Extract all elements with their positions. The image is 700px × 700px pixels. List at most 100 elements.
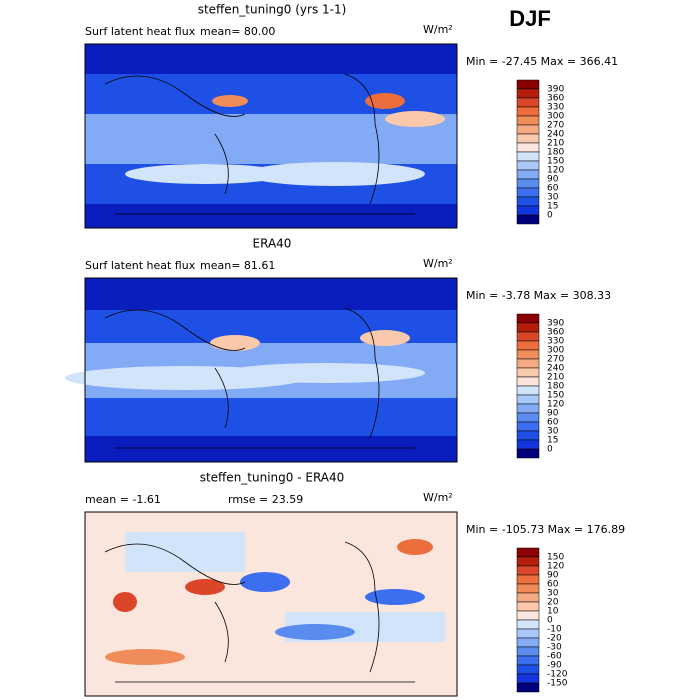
colorbar-box: [516, 664, 540, 675]
colorbar-label: 60: [547, 184, 559, 194]
colorbar-label: -60: [547, 652, 562, 662]
map-frame: [84, 511, 458, 697]
colorbar-box: [516, 340, 540, 351]
colorbar-box: [516, 601, 540, 612]
map-field: [85, 204, 457, 228]
colorbar-label: -150: [547, 679, 568, 689]
left-text: mean = -1.61: [85, 493, 161, 506]
panel-title: steffen_tuning0 (yrs 1-1): [198, 3, 347, 17]
coastline: [104, 307, 415, 449]
map-feature: [365, 589, 425, 605]
colorbar-label: 90: [547, 409, 559, 419]
colorbar-box: [516, 556, 540, 567]
colorbar-label: 240: [547, 364, 564, 374]
colorbar-label: 390: [547, 85, 564, 95]
colorbar-box: [516, 151, 540, 162]
colorbar-label: -30: [547, 643, 562, 653]
colorbar-label: 390: [547, 319, 564, 329]
colorbar-label: -90: [547, 661, 562, 671]
colorbar-label: 0: [547, 616, 553, 626]
colorbar-label: 150: [547, 157, 564, 167]
units: W/m²: [423, 491, 453, 504]
colorbar-box: [516, 637, 540, 648]
colorbar-box: [516, 97, 540, 108]
map-feature: [212, 95, 248, 107]
colorbar-label: 150: [547, 553, 564, 563]
colorbar-box: [516, 610, 540, 621]
colorbar-label: 240: [547, 130, 564, 140]
colorbar-box: [516, 160, 540, 171]
colorbar-label: -120: [547, 670, 568, 680]
colorbar-label: 150: [547, 391, 564, 401]
map-field: [125, 532, 245, 572]
coastline: [104, 73, 415, 215]
colorbar-box: [516, 655, 540, 666]
colorbar-box: [516, 331, 540, 342]
colorbar-box: [516, 124, 540, 135]
map-feature: [397, 539, 433, 555]
colorbar-box: [516, 196, 540, 207]
colorbar-label: 180: [547, 148, 564, 158]
min-max: Min = -105.73 Max = 176.89: [466, 523, 625, 536]
colorbar-label: 120: [547, 562, 564, 572]
colorbar-label: 10: [547, 607, 559, 617]
colorbar-label: 270: [547, 121, 564, 131]
colorbar-label: 300: [547, 346, 564, 356]
colorbar-box: [516, 214, 540, 225]
map-feature: [225, 363, 425, 383]
colorbar-label: 120: [547, 400, 564, 410]
colorbar-box: [516, 403, 540, 414]
colorbar-box: [516, 673, 540, 684]
colorbar-box: [516, 412, 540, 423]
units: W/m²: [423, 257, 453, 270]
colorbar-box: [516, 358, 540, 369]
colorbar-box: [516, 394, 540, 405]
colorbar-box: [516, 646, 540, 657]
map-feature: [125, 164, 285, 184]
min-max: Min = -3.78 Max = 308.33: [466, 289, 611, 302]
colorbar-box: [516, 547, 540, 558]
colorbar-box: [516, 619, 540, 630]
colorbar-label: 90: [547, 571, 559, 581]
colorbar-label: 330: [547, 337, 564, 347]
map-field: [85, 436, 457, 462]
colorbar-label: 15: [547, 436, 558, 446]
colorbar-label: 120: [547, 166, 564, 176]
map-field: [85, 44, 457, 74]
map-feature: [210, 335, 260, 351]
mean-text: mean= 80.00: [200, 25, 275, 38]
colorbar-box: [516, 421, 540, 432]
colorbar-box: [516, 79, 540, 90]
colorbar-label: 360: [547, 94, 564, 104]
units: W/m²: [423, 23, 453, 36]
colorbar-label: 60: [547, 418, 559, 428]
colorbar-box: [516, 349, 540, 360]
map-feature: [365, 93, 405, 109]
colorbar-box: [516, 115, 540, 126]
map-frame: [84, 277, 458, 463]
colorbar-box: [516, 448, 540, 459]
map-field: [85, 278, 457, 310]
mean-text: rmse = 23.59: [228, 493, 303, 506]
left-text: Surf latent heat flux: [85, 25, 196, 38]
colorbar-label: 210: [547, 139, 564, 149]
map-feature: [240, 572, 290, 592]
colorbar-label: 30: [547, 193, 559, 203]
colorbar-box: [516, 205, 540, 216]
colorbar-box: [516, 385, 540, 396]
map: [65, 277, 458, 463]
colorbar-label: 270: [547, 355, 564, 365]
colorbar-box: [516, 178, 540, 189]
coastline: [104, 541, 415, 683]
colorbar-box: [516, 574, 540, 585]
map-feature: [360, 330, 410, 346]
mean-text: mean= 81.61: [200, 259, 275, 272]
colorbar-label: 30: [547, 427, 559, 437]
colorbar-box: [516, 628, 540, 639]
map-feature: [105, 649, 185, 665]
colorbar-box: [516, 376, 540, 387]
colorbar-box: [516, 367, 540, 378]
colorbar-label: 360: [547, 328, 564, 338]
